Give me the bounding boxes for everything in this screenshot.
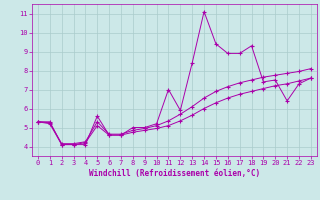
X-axis label: Windchill (Refroidissement éolien,°C): Windchill (Refroidissement éolien,°C) [89,169,260,178]
